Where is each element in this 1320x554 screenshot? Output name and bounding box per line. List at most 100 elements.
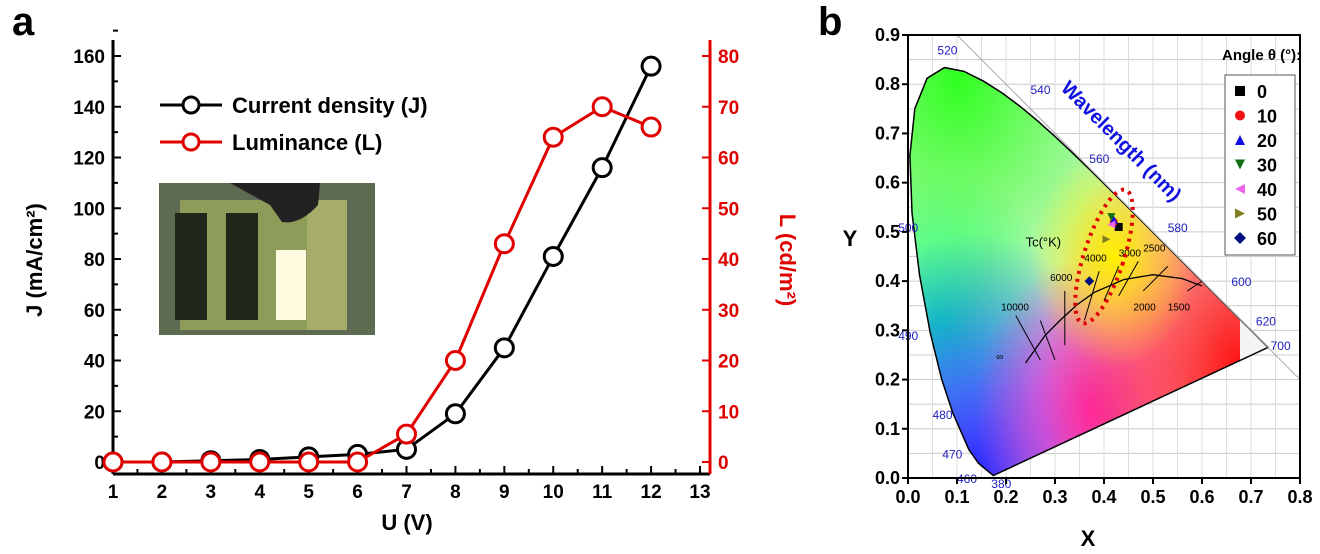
y-tick-label: 0.3 bbox=[875, 320, 900, 340]
y-tick-label: 0.0 bbox=[875, 468, 900, 488]
data-point bbox=[444, 403, 466, 425]
temperature-label: 10000 bbox=[1001, 303, 1029, 314]
legend-marker bbox=[1235, 86, 1245, 96]
x-tick-label: 4 bbox=[254, 482, 265, 503]
data-point bbox=[444, 350, 466, 371]
y2-tick-label: 30 bbox=[718, 301, 739, 322]
legend-label: 50 bbox=[1257, 205, 1277, 225]
x-tick-label: 2 bbox=[157, 482, 168, 503]
legend-box bbox=[1224, 74, 1296, 256]
wavelength-label: 600 bbox=[1231, 275, 1251, 289]
x-tick-label: 0.3 bbox=[1042, 487, 1067, 507]
y2-tick-label: 10 bbox=[718, 402, 739, 423]
y2-tick-label: 70 bbox=[718, 98, 739, 119]
y-tick-label: 0.2 bbox=[875, 370, 900, 390]
x-tick-label: 0.4 bbox=[1091, 487, 1116, 507]
temperature-label: 3000 bbox=[1119, 249, 1142, 260]
wavelength-label: 480 bbox=[933, 408, 953, 422]
data-point-angle-40 bbox=[1107, 220, 1116, 229]
legend-label: 0 bbox=[1257, 82, 1267, 102]
x-tick-label: 0.0 bbox=[895, 487, 920, 507]
data-point-angle-60 bbox=[1084, 276, 1095, 286]
data-point-angle-20 bbox=[1109, 215, 1118, 224]
y-tick-label: 0.4 bbox=[875, 271, 900, 291]
x-tick-label: 0.7 bbox=[1238, 487, 1263, 507]
data-point bbox=[591, 96, 613, 118]
data-point-angle-30 bbox=[1107, 213, 1116, 222]
temperature-label: 6000 bbox=[1050, 273, 1073, 284]
y-tick-label: 100 bbox=[73, 199, 105, 220]
legend-marker bbox=[1234, 232, 1246, 244]
data-point bbox=[591, 157, 613, 179]
wavelength-label: 540 bbox=[1031, 83, 1051, 97]
y-tick-label: 0.6 bbox=[875, 173, 900, 193]
data-point bbox=[249, 451, 271, 473]
legend-label: 40 bbox=[1257, 180, 1277, 200]
isotherm-line bbox=[1015, 315, 1041, 361]
wavelength-label: 470 bbox=[942, 447, 962, 461]
temperature-label: 4000 bbox=[1084, 253, 1107, 264]
x-tick-label: 0.8 bbox=[1287, 487, 1312, 507]
y2-tick-label: 60 bbox=[718, 149, 739, 170]
y-tick-label: 0.8 bbox=[875, 74, 900, 94]
x-tick-label: 10 bbox=[543, 482, 564, 503]
x-tick-label: 1 bbox=[108, 482, 119, 503]
isotherm-line bbox=[1142, 265, 1169, 292]
legend-label: 30 bbox=[1257, 156, 1277, 176]
temperature-label: 1500 bbox=[1168, 303, 1191, 314]
data-point bbox=[151, 451, 173, 473]
tc-label: Tc(°K) bbox=[1026, 235, 1062, 250]
x-axis-label: X bbox=[1081, 526, 1096, 551]
temperature-label: 2500 bbox=[1143, 244, 1166, 255]
x-tick-label: 9 bbox=[499, 482, 510, 503]
legend-marker bbox=[1235, 208, 1245, 219]
y2-tick-label: 40 bbox=[718, 250, 739, 271]
data-point-angle-50 bbox=[1102, 235, 1111, 244]
y-tick-label: 0.7 bbox=[875, 123, 900, 143]
data-point bbox=[542, 126, 564, 148]
y-tick-label: 140 bbox=[73, 98, 105, 119]
legend-label: Current density (J) bbox=[232, 93, 428, 118]
x-tick-label: 5 bbox=[303, 482, 314, 503]
legend-label: 10 bbox=[1257, 107, 1277, 127]
data-point bbox=[542, 245, 564, 267]
legend-marker bbox=[181, 132, 201, 152]
temperature-label: ∞ bbox=[996, 352, 1003, 363]
temperature-label: 2000 bbox=[1133, 303, 1156, 314]
legend-marker bbox=[1235, 159, 1245, 170]
wavelength-label: 560 bbox=[1089, 152, 1109, 166]
highlight-ellipse bbox=[1073, 187, 1135, 326]
planckian-locus bbox=[1025, 274, 1203, 364]
y-axis-label: J (mA/cm²) bbox=[22, 203, 47, 317]
x-tick-label: 0.6 bbox=[1189, 487, 1214, 507]
x-tick-label: 12 bbox=[641, 482, 662, 503]
y2-tick-label: 50 bbox=[718, 199, 739, 220]
data-point bbox=[347, 451, 369, 473]
x-tick-label: 8 bbox=[450, 482, 461, 503]
isotherm-line bbox=[1118, 261, 1139, 297]
x-tick-label: 7 bbox=[401, 482, 412, 503]
y-tick-label: 120 bbox=[73, 149, 105, 170]
data-point bbox=[102, 451, 124, 473]
data-point bbox=[640, 116, 662, 138]
data-point bbox=[493, 337, 515, 359]
y-axis-label: Y bbox=[843, 226, 858, 251]
isotherm-line bbox=[1187, 280, 1203, 292]
y2-axis-label: L (cd/m²) bbox=[775, 214, 800, 306]
inset-photo bbox=[159, 183, 375, 335]
y-tick-label: 20 bbox=[84, 402, 105, 423]
legend-marker bbox=[1235, 110, 1245, 121]
data-point bbox=[640, 55, 662, 77]
y2-tick-label: 20 bbox=[718, 352, 739, 373]
y-tick-label: 60 bbox=[84, 301, 105, 322]
wavelength-label: 520 bbox=[937, 44, 957, 58]
isotherm-line bbox=[1103, 266, 1120, 301]
x-tick-label: 0.1 bbox=[944, 487, 969, 507]
y-tick-label: 0.1 bbox=[875, 419, 900, 439]
wavelength-scale-line bbox=[956, 34, 1301, 380]
y-tick-label: 40 bbox=[84, 352, 105, 373]
chart-a: U (V) J (mA/cm²) L (cd/m²) 1 2 3 4 5 6 7 8 9 10 11… bbox=[22, 29, 800, 535]
legend-label: Luminance (L) bbox=[232, 130, 382, 155]
y2-tick-label: 0 bbox=[718, 453, 729, 474]
